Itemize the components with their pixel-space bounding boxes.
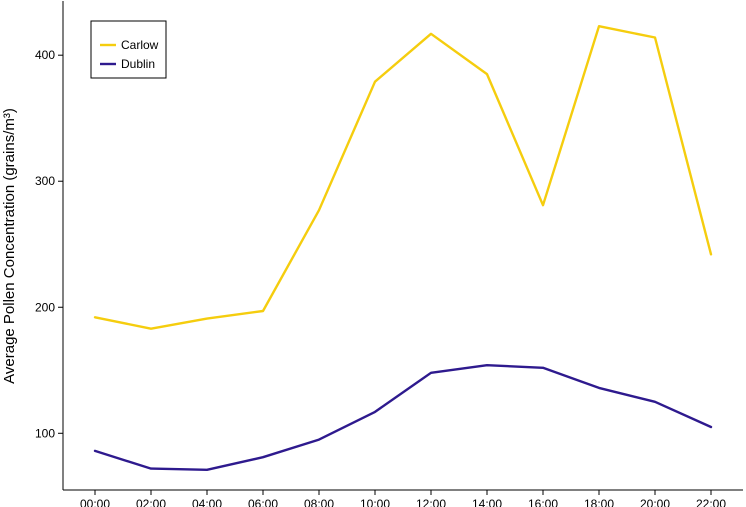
x-tick-label: 16:00 (528, 497, 558, 507)
axes (62, 1, 743, 491)
series-line-dublin (93, 364, 713, 471)
y-ticks: 100 200 300 400 (35, 48, 63, 440)
y-axis-label: Average Pollen Concentration (grains/m³) (1, 108, 18, 384)
y-tick-label: 100 (35, 426, 55, 440)
legend: Carlow Dublin (90, 20, 167, 79)
x-tick-label: 22:00 (696, 497, 726, 507)
series-lines (93, 25, 713, 471)
legend-label: Carlow (121, 38, 159, 52)
x-ticks: 00:00 02:00 04:00 06:00 08:00 10:00 12:00 14:00… (80, 490, 726, 507)
x-tick-label: 02:00 (136, 497, 166, 507)
legend-box (90, 20, 167, 79)
x-tick-label: 12:00 (416, 497, 446, 507)
x-tick-label: 20:00 (640, 497, 670, 507)
y-tick-label: 300 (35, 174, 55, 188)
y-tick-label: 400 (35, 48, 55, 62)
legend-label: Dublin (121, 57, 155, 71)
x-tick-label: 04:00 (192, 497, 222, 507)
y-tick-label: 200 (35, 300, 55, 314)
x-tick-label: 08:00 (304, 497, 334, 507)
x-tick-label: 06:00 (248, 497, 278, 507)
x-tick-label: 10:00 (360, 497, 390, 507)
x-tick-label: 18:00 (584, 497, 614, 507)
x-tick-label: 14:00 (472, 497, 502, 507)
series-line-carlow (93, 25, 713, 330)
x-tick-label: 00:00 (80, 497, 110, 507)
